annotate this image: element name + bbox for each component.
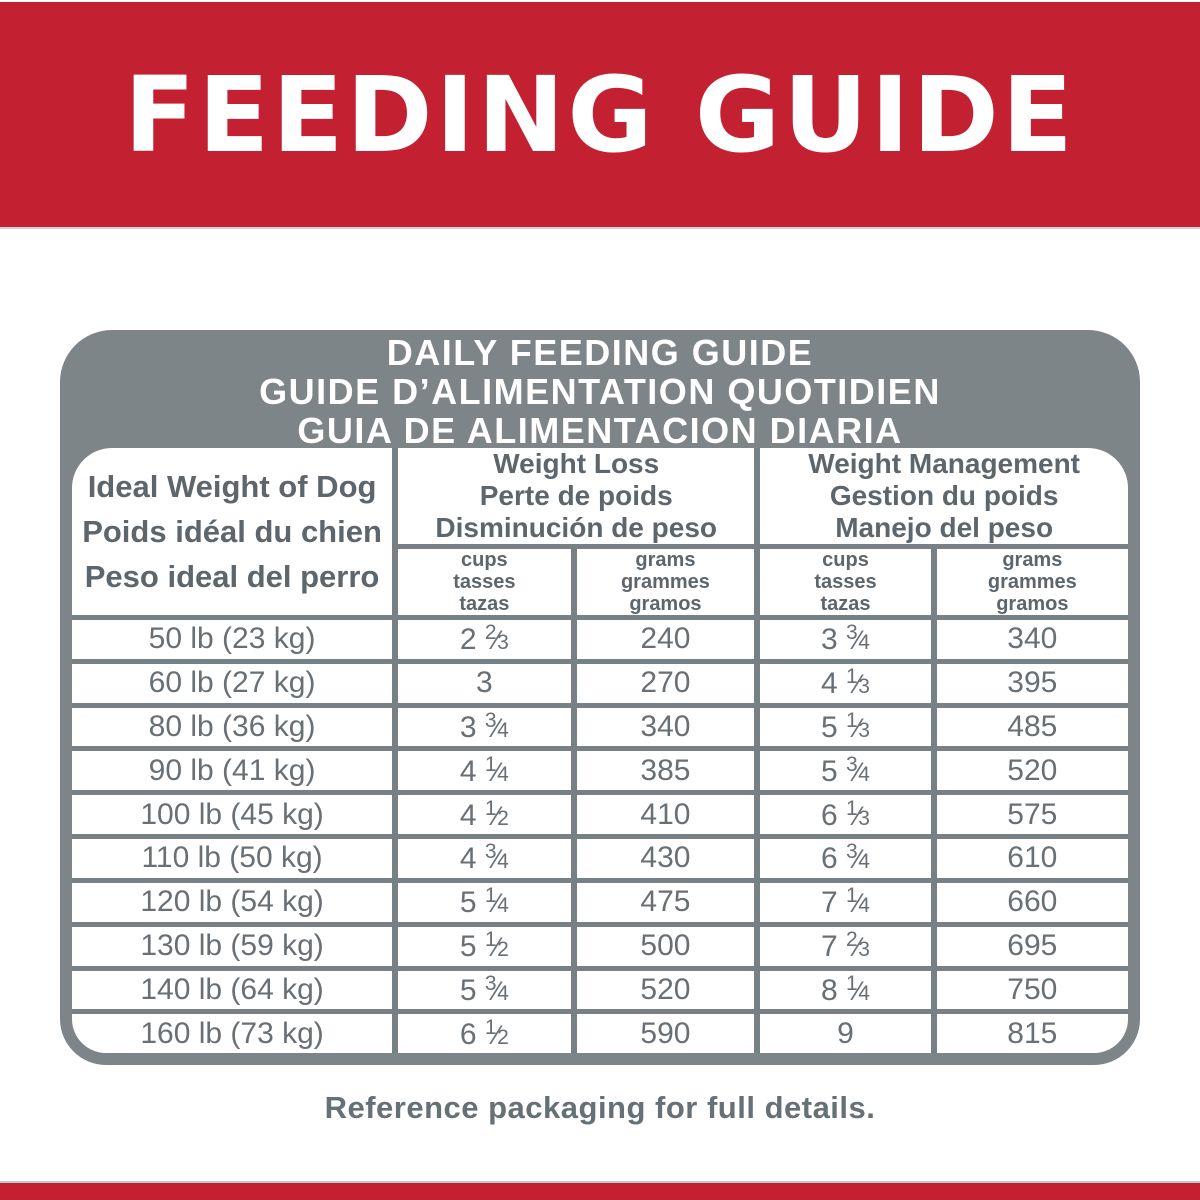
weight-loss-grams-cell: 340 bbox=[570, 702, 761, 752]
feeding-table: Ideal Weight of Dog Poids idéal du chien… bbox=[72, 448, 1128, 1053]
weight-management-grams-cell: 815 bbox=[930, 1009, 1128, 1053]
weight-loss-grams-cell: 410 bbox=[570, 790, 761, 840]
weight-loss-cups-cell: 5 1⁄4 bbox=[392, 877, 577, 927]
table-row: 100 lb (45 kg) 4 1⁄2 410 6 1⁄3 575 bbox=[72, 790, 1128, 840]
header-ideal-weight: Ideal Weight of Dog Poids idéal du chien… bbox=[72, 448, 399, 620]
weight-loss-cups-cell: 4 1⁄2 bbox=[392, 790, 577, 840]
feeding-guide-banner: FEEDING GUIDE bbox=[0, 2, 1200, 227]
weight-loss-grams-cell: 270 bbox=[570, 658, 761, 708]
weight-management-cups-cell: 5 1⁄3 bbox=[754, 702, 937, 752]
weight-management-grams-cell: 750 bbox=[930, 965, 1128, 1015]
weight-management-cups-cell: 9 bbox=[754, 1009, 937, 1053]
weight-loss-grams-cell: 500 bbox=[570, 921, 761, 971]
weight-loss-grams-cell: 240 bbox=[570, 615, 761, 664]
weight-cell: 140 lb (64 kg) bbox=[72, 965, 399, 1015]
weight-cell: 100 lb (45 kg) bbox=[72, 790, 399, 840]
weight-loss-cups-cell: 6 1⁄2 bbox=[392, 1009, 577, 1053]
weight-loss-grams-cell: 430 bbox=[570, 834, 761, 883]
weight-management-cups-cell: 7 2⁄3 bbox=[754, 921, 937, 971]
weight-management-cups-cell: 8 1⁄4 bbox=[754, 965, 937, 1015]
weight-loss-cups-cell: 4 3⁄4 bbox=[392, 834, 577, 883]
weight-cell: 90 lb (41 kg) bbox=[72, 746, 399, 796]
header-weight-management-cups: cups tasses tazas bbox=[754, 544, 937, 620]
header-weight-loss-grams: grams grammes gramos bbox=[570, 544, 761, 620]
header-weight-loss-cups: cups tasses tazas bbox=[392, 544, 577, 620]
feeding-table-area: Ideal Weight of Dog Poids idéal du chien… bbox=[72, 448, 1128, 1053]
weight-management-grams-cell: 485 bbox=[930, 702, 1128, 752]
bottom-red-band bbox=[0, 1181, 1200, 1200]
table-row: 140 lb (64 kg) 5 3⁄4 520 8 1⁄4 750 bbox=[72, 965, 1128, 1015]
weight-management-cups-cell: 5 3⁄4 bbox=[754, 746, 937, 796]
weight-management-grams-cell: 660 bbox=[930, 877, 1128, 927]
weight-cell: 120 lb (54 kg) bbox=[72, 877, 399, 927]
weight-cell: 60 lb (27 kg) bbox=[72, 658, 399, 708]
table-row: 110 lb (50 kg) 4 3⁄4 430 6 3⁄4 610 bbox=[72, 834, 1128, 883]
weight-loss-grams-cell: 475 bbox=[570, 877, 761, 927]
weight-cell: 50 lb (23 kg) bbox=[72, 615, 399, 664]
weight-loss-cups-cell: 5 1⁄2 bbox=[392, 921, 577, 971]
weight-management-cups-cell: 6 1⁄3 bbox=[754, 790, 937, 840]
weight-management-grams-cell: 340 bbox=[930, 615, 1128, 664]
table-row: 120 lb (54 kg) 5 1⁄4 475 7 1⁄4 660 bbox=[72, 877, 1128, 927]
table-row: 60 lb (27 kg) 3 270 4 1⁄3 395 bbox=[72, 658, 1128, 708]
weight-management-cups-cell: 4 1⁄3 bbox=[754, 658, 937, 708]
table-row: 130 lb (59 kg) 5 1⁄2 500 7 2⁄3 695 bbox=[72, 921, 1128, 971]
header-weight-management: Weight Management Gestion du poids Manej… bbox=[754, 448, 1128, 549]
weight-cell: 110 lb (50 kg) bbox=[72, 834, 399, 883]
daily-feeding-guide-card: DAILY FEEDING GUIDE GUIDE D’ALIMENTATION… bbox=[60, 330, 1140, 1065]
header-weight-management-grams: grams grammes gramos bbox=[930, 544, 1128, 620]
header-weight-loss: Weight Loss Perte de poids Disminución d… bbox=[392, 448, 761, 549]
weight-loss-grams-cell: 520 bbox=[570, 965, 761, 1015]
weight-management-cups-cell: 7 1⁄4 bbox=[754, 877, 937, 927]
weight-loss-grams-cell: 590 bbox=[570, 1009, 761, 1053]
feeding-table-body: 50 lb (23 kg) 2 2⁄3 240 3 3⁄4 340 60 lb (27 k… bbox=[72, 615, 1128, 1053]
weight-management-cups-cell: 3 3⁄4 bbox=[754, 615, 937, 664]
weight-management-grams-cell: 520 bbox=[930, 746, 1128, 796]
weight-loss-cups-cell: 4 1⁄4 bbox=[392, 746, 577, 796]
table-row: 90 lb (41 kg) 4 1⁄4 385 5 3⁄4 520 bbox=[72, 746, 1128, 796]
weight-management-grams-cell: 695 bbox=[930, 921, 1128, 971]
weight-loss-grams-cell: 385 bbox=[570, 746, 761, 796]
weight-management-grams-cell: 610 bbox=[930, 834, 1128, 883]
table-row: 50 lb (23 kg) 2 2⁄3 240 3 3⁄4 340 bbox=[72, 615, 1128, 664]
weight-management-grams-cell: 395 bbox=[930, 658, 1128, 708]
weight-loss-cups-cell: 3 3⁄4 bbox=[392, 702, 577, 752]
weight-cell: 160 lb (73 kg) bbox=[72, 1009, 399, 1053]
weight-loss-cups-cell: 5 3⁄4 bbox=[392, 965, 577, 1015]
weight-management-grams-cell: 575 bbox=[930, 790, 1128, 840]
banner-title: FEEDING GUIDE bbox=[124, 53, 1076, 176]
weight-cell: 130 lb (59 kg) bbox=[72, 921, 399, 971]
footer-note: Reference packaging for full details. bbox=[324, 1090, 876, 1125]
weight-cell: 80 lb (36 kg) bbox=[72, 702, 399, 752]
weight-loss-cups-cell: 3 bbox=[392, 658, 577, 708]
daily-feeding-guide-title: DAILY FEEDING GUIDE GUIDE D’ALIMENTATION… bbox=[259, 331, 941, 451]
table-row: 160 lb (73 kg) 6 1⁄2 590 9 815 bbox=[72, 1009, 1128, 1053]
weight-management-cups-cell: 6 3⁄4 bbox=[754, 834, 937, 883]
table-row: 80 lb (36 kg) 3 3⁄4 340 5 1⁄3 485 bbox=[72, 702, 1128, 752]
weight-loss-cups-cell: 2 2⁄3 bbox=[392, 615, 577, 664]
